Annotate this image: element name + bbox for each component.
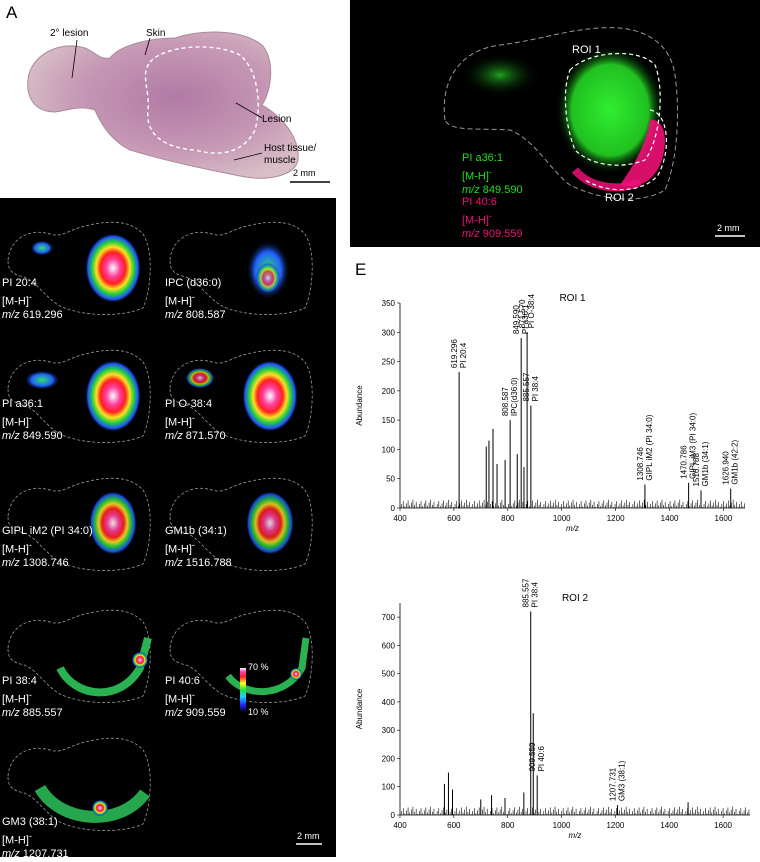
spectrum-1-peak-mz-label: 1626.940: [722, 451, 731, 485]
spectrum-1-x-tick-label: 1400: [661, 514, 679, 523]
panel-d-overlay: ROI 1 ROI 2 PI a36:1 [M-H]- m/z 849.590 …: [350, 0, 760, 247]
panel-label-a: A: [6, 3, 18, 22]
spectrum-2-title: ROI 2: [562, 593, 589, 604]
spectrum-2-peak-mz-label: 909.559: [528, 742, 537, 771]
spectrum-2-y-tick-label: 700: [382, 613, 396, 622]
ion-caption-pi-o38-4: PI O-38:4 [M-H]- m/z 871.570: [165, 398, 226, 442]
scale-label-d: 2 mm: [717, 223, 740, 233]
ion-caption-pi-a36-1: PI a36:1 [M-H]- m/z 849.590: [2, 398, 63, 442]
colorbar-max-label: 70 %: [248, 662, 269, 672]
histology-section: [27, 31, 330, 183]
spectrum-1-peak-mz-label: 849.590: [512, 305, 521, 334]
spectrum-1-x-label: m/z: [566, 524, 579, 533]
spectrum-2-x-tick-label: 1200: [606, 821, 624, 830]
ion-caption-pi-20-4: PI 20:4 [M-H]- m/z 619.296: [2, 277, 63, 321]
ion-caption-pi-38-4: PI 38:4 [M-H]- m/z 885.557: [2, 675, 63, 719]
spectrum-1-x-tick-label: 1000: [553, 514, 571, 523]
spectrum-2-peak-name-label: GM3 (38:1): [617, 760, 626, 801]
spectrum-1-peak-name-label: IPC(d36:0): [510, 377, 519, 416]
label-muscle: muscle: [264, 155, 296, 166]
ion-caption-pi-40-6: PI 40:6 [M-H]- m/z 909.559: [165, 675, 226, 719]
spectrum-1-peak-name-label: PI O-38:4: [527, 293, 536, 328]
panel-a-histology: 2° lesion Skin Lesion Host tissue/ muscl…: [0, 0, 345, 190]
spectrum-2-x-tick-label: 1000: [553, 821, 571, 830]
spectrum-1-peak-name-label: PI 38:4: [531, 376, 540, 402]
spectrum-2-x-tick-label: 1600: [714, 821, 732, 830]
spectrum-1-y-tick-label: 150: [382, 416, 396, 425]
panel-bc-ion-images: PI 20:4 [M-H]- m/z 619.296 IPC (d36:0) […: [0, 198, 336, 860]
spectrum-2-y-tick-label: 100: [382, 783, 396, 792]
ion-caption-gipl-im2: GIPL iM2 (PI 34:0) [M-H]- m/z 1308.746: [2, 525, 93, 569]
label-lesion: Lesion: [262, 114, 292, 125]
spectrum-2-y-tick-label: 200: [382, 754, 396, 763]
spectrum-2-x-tick-label: 1400: [660, 821, 678, 830]
scale-label-c: 2 mm: [297, 831, 320, 841]
spectrum-1-peak-mz-label: 619.296: [450, 339, 459, 368]
spectrum-2-y-label: Abundance: [355, 688, 364, 729]
spectrum-1-peak-name-label: PI 20:4: [459, 342, 468, 368]
ion-caption-gm1b: GM1b (34:1) [M-H]- m/z 1516.788: [165, 525, 232, 569]
spectrum-1-y-tick-label: 200: [382, 387, 396, 396]
overlay-magenta-caption: PI 40:6 [M-H]- m/z 909.559: [462, 196, 523, 240]
label-secondary-lesion: 2° lesion: [50, 28, 89, 39]
label-skin: Skin: [146, 28, 166, 39]
panel-label-e: E: [355, 260, 367, 279]
spectrum-1-y-tick-label: 100: [382, 445, 396, 454]
spectrum-1-peak-mz-label: 885.557: [522, 372, 531, 401]
spectrum-1-peak-name-label: PI a36:1: [521, 304, 530, 334]
spectrum-1-title: ROI 1: [559, 293, 586, 304]
spectrum-1-x-tick-label: 1200: [607, 514, 625, 523]
spectrum-1-y-tick-label: 350: [382, 299, 396, 308]
spectrum-2-peak-mz-label: 885.557: [522, 578, 531, 607]
label-host-tissue: Host tissue/: [264, 143, 317, 154]
spectrum-1-y-tick-label: 300: [382, 328, 396, 337]
ion-image-grid: [7, 221, 322, 845]
spectrum-1-peak-name-label: GIPL iM3 (PI 34:0): [689, 413, 698, 479]
spectrum-1-peak-name-label: GIPL iM2 (PI 34:0): [645, 414, 654, 480]
spectrum-1-x-tick-label: 800: [501, 514, 515, 523]
colorbar: [240, 668, 246, 712]
spectrum-1-x-tick-label: 1600: [715, 514, 733, 523]
spectrum-2-y-tick-label: 400: [382, 698, 396, 707]
spectrum-2-x-tick-label: 600: [447, 821, 461, 830]
spectrum-1-peak-name-label: GM1b (42:2): [731, 439, 740, 484]
overlay-green-caption: PI a36:1 [M-H]- m/z 849.590: [462, 152, 523, 196]
spectrum-2-x-tick-label: 800: [501, 821, 515, 830]
spectrum-1-y-tick-label: 0: [391, 504, 396, 513]
spectrum-1-peak-mz-label: 808.587: [501, 387, 510, 416]
spectrum-1-y-tick-label: 250: [382, 358, 396, 367]
spectrum-2-peak-name-label: PI 38:4: [531, 582, 540, 608]
overlay-image: [443, 27, 745, 237]
spectrum-1-peak-mz-label: 871.570: [518, 299, 527, 328]
spectrum-2-y-tick-label: 300: [382, 726, 396, 735]
ion-caption-ipc: IPC (d36:0) [M-H]- m/z 808.587: [165, 277, 226, 321]
spectrum-2-y-tick-label: 0: [391, 811, 396, 820]
spectrum-2-y-tick-label: 600: [382, 641, 396, 650]
spectrum-1-peak-mz-label: 1516.788: [692, 453, 701, 487]
roi2-label: ROI 2: [605, 192, 634, 204]
spectrum-1-x-tick-label: 600: [447, 514, 461, 523]
spectrum-2-peak-name-label: PI 40:6: [537, 746, 546, 772]
spectrum-2-y-tick-label: 500: [382, 670, 396, 679]
spectrum-1-y-tick-label: 50: [386, 475, 395, 484]
spectrum-1-peak-mz-label: 1308.746: [636, 447, 645, 481]
spectrum-2-peak-mz-label: 1207.731: [608, 767, 617, 801]
colorbar-min-label: 10 %: [248, 707, 269, 717]
spectrum-1-y-label: Abundance: [355, 385, 364, 426]
roi1-label: ROI 1: [572, 44, 601, 56]
scale-label-a: 2 mm: [293, 168, 316, 178]
spectrum-1-peak-name-label: GM1b (34:1): [701, 441, 710, 486]
ion-caption-gm3: GM3 (38:1) [M-H]- m/z 1207.731: [2, 816, 69, 860]
spectrum-2-x-tick-label: 400: [393, 821, 407, 830]
spectrum-2-x-label: m/z: [569, 831, 582, 840]
spectrum-1-x-tick-label: 400: [393, 514, 407, 523]
spectrum-1-peak-mz-label: 1470.786: [680, 445, 689, 479]
